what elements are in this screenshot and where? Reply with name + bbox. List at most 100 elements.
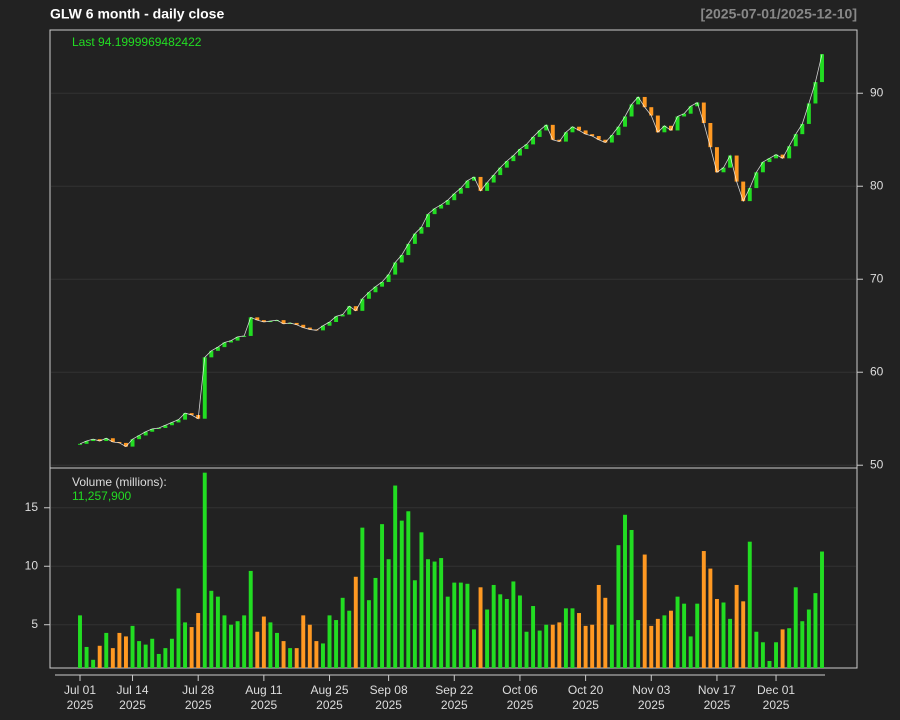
volume-bar (202, 472, 207, 668)
candle (432, 208, 437, 215)
volume-bar (590, 624, 595, 668)
volume-bar (636, 620, 641, 668)
volume-bar (426, 559, 430, 668)
candle (261, 320, 266, 322)
volume-bar (669, 610, 673, 668)
x-tick-sublabel: 2025 (704, 698, 731, 712)
volume-bar (714, 598, 719, 668)
volume-bar (655, 618, 660, 668)
candle (721, 167, 726, 173)
volume-bar (183, 622, 188, 668)
candle (774, 154, 779, 159)
candle (248, 317, 253, 336)
candle (498, 167, 503, 176)
volume-bar (445, 596, 450, 668)
candle (570, 126, 575, 133)
y-tick-label: 10 (25, 558, 39, 572)
y-tick-label: 5 (31, 617, 38, 631)
volume-bar (78, 615, 82, 668)
candle (563, 132, 568, 142)
volume-bar (675, 596, 680, 668)
volume-bar (373, 577, 378, 668)
volume-bar (472, 629, 476, 668)
volume-bar (754, 631, 759, 668)
volume-bar (708, 568, 713, 668)
candle (150, 428, 155, 432)
candle (603, 139, 608, 143)
candle (478, 176, 483, 191)
candle (91, 439, 96, 442)
volume-bar (747, 541, 752, 668)
volume-bar (728, 618, 733, 668)
y-tick-label: 15 (25, 500, 39, 514)
volume-bar (596, 584, 601, 668)
volume-bar (800, 621, 805, 668)
x-tick-sublabel: 2025 (507, 698, 534, 712)
candle (412, 233, 417, 244)
candle (130, 439, 135, 447)
volume-bar (393, 485, 398, 668)
candle (222, 342, 227, 348)
volume-bar (340, 597, 345, 668)
volume-bar (767, 660, 772, 668)
x-tick-label: Aug 25 (310, 683, 348, 697)
candle (741, 181, 746, 202)
candle (701, 102, 706, 123)
volume-bar (366, 600, 371, 668)
x-tick-sublabel: 2025 (375, 698, 402, 712)
volume-bar (491, 584, 496, 668)
candle (583, 130, 588, 135)
volume-bar (275, 632, 279, 668)
volume-bar (281, 641, 286, 668)
candle (780, 154, 785, 159)
candle (229, 340, 233, 343)
candle (294, 322, 299, 325)
x-tick-label: Oct 20 (568, 683, 604, 697)
x-tick-label: Jul 01 (64, 683, 96, 697)
candle (353, 306, 358, 311)
x-tick-sublabel: 2025 (763, 698, 790, 712)
candle (104, 438, 109, 442)
candle (78, 443, 82, 445)
candle (577, 126, 582, 131)
candle (662, 125, 667, 133)
candle (465, 180, 470, 189)
candle (347, 306, 352, 315)
candle (452, 193, 457, 201)
candle (754, 172, 759, 189)
volume-bar (412, 580, 417, 668)
candle (767, 158, 772, 163)
chart-title: GLW 6 month - daily close (50, 6, 224, 22)
candle (242, 335, 247, 337)
volume-bar (458, 582, 463, 668)
candle (787, 146, 792, 159)
candle (275, 320, 279, 322)
volume-bar (701, 551, 706, 668)
volume-bar (583, 625, 588, 668)
x-tick-label: Aug 11 (245, 683, 282, 697)
candle (747, 188, 752, 202)
candle (760, 162, 765, 173)
volume-bar (741, 601, 746, 668)
candle (110, 438, 115, 442)
volume-bar (517, 595, 522, 668)
x-tick-sublabel: 2025 (572, 698, 599, 712)
volume-bar (419, 532, 424, 668)
volume-bar (334, 620, 339, 668)
candle (806, 103, 811, 124)
volume-bar (301, 615, 306, 668)
volume-label: Volume (millions): (72, 475, 167, 489)
candle (616, 126, 621, 136)
volume-bar (504, 598, 509, 668)
candle (406, 243, 411, 256)
volume-bar (222, 615, 227, 668)
volume-bar (793, 587, 798, 668)
candle (629, 104, 634, 117)
candle (156, 428, 161, 430)
candle (399, 255, 404, 263)
volume-bar (380, 524, 385, 668)
volume-bar (531, 606, 536, 668)
volume-bar (439, 558, 444, 668)
